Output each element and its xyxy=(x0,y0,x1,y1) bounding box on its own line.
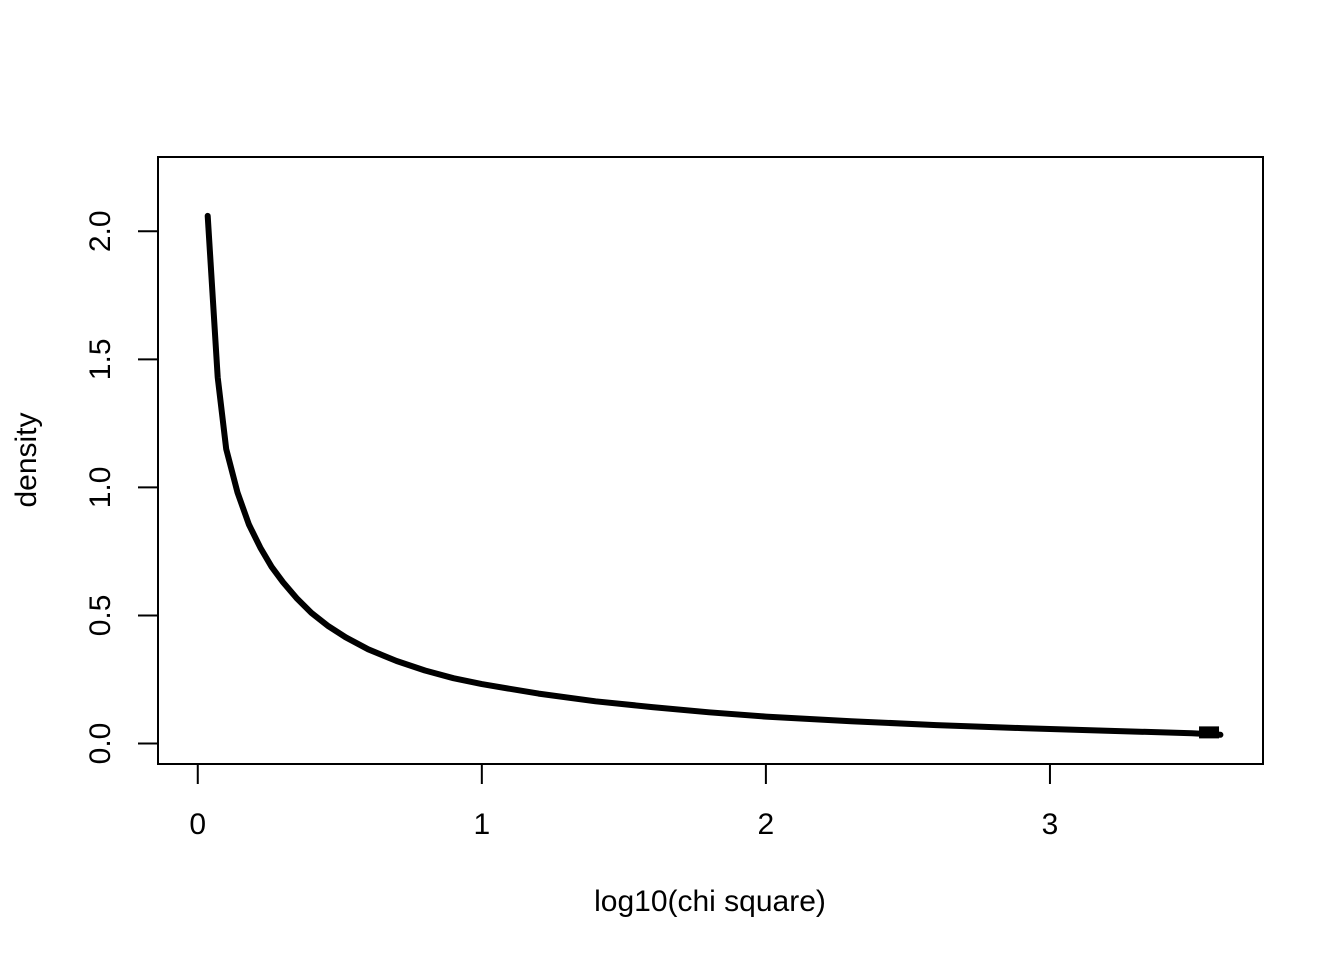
y-tick-label: 2.0 xyxy=(84,210,117,252)
x-tick-label: 3 xyxy=(1042,808,1059,841)
y-tick-label: 0.5 xyxy=(84,595,117,637)
plot-box xyxy=(157,156,1264,765)
y-axis: 0.0 0.5 1.0 1.5 2.0 xyxy=(84,210,159,765)
x-axis-title: log10(chi square) xyxy=(594,885,826,918)
y-tick-label: 1.5 xyxy=(84,338,117,380)
x-tick-label: 1 xyxy=(473,808,490,841)
series-layer xyxy=(204,212,1224,739)
x-tick-label: 0 xyxy=(189,808,206,841)
tail-marker xyxy=(1199,726,1220,739)
y-tick-label: 0.0 xyxy=(84,723,117,765)
y-axis-title: density xyxy=(10,412,43,507)
x-tick-label: 2 xyxy=(758,808,775,841)
y-tick-label: 1.0 xyxy=(84,467,117,509)
density-curve xyxy=(204,212,1224,738)
x-axis: 0 1 2 3 xyxy=(189,763,1059,841)
